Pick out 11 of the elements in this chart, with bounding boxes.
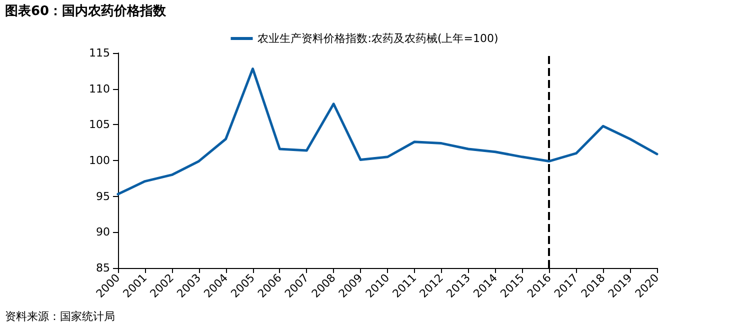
legend-label: 农业生产资料价格指数:农药及农药械(上年=100) [258,32,498,45]
text: 资料来源：国家统计局 [5,310,115,323]
y-tick-label: 110 [89,82,110,96]
y-tick-label: 85 [96,262,110,274]
y-tick-label: 90 [96,226,110,239]
y-tick-label: 105 [89,118,110,132]
line-series [116,68,658,196]
y-tick-label: 95 [96,190,110,203]
y-tick-label: 115 [89,46,110,60]
y-tick-label: 100 [89,154,110,167]
chart-title: 图表60：国内农药价格指数 [5,3,168,19]
